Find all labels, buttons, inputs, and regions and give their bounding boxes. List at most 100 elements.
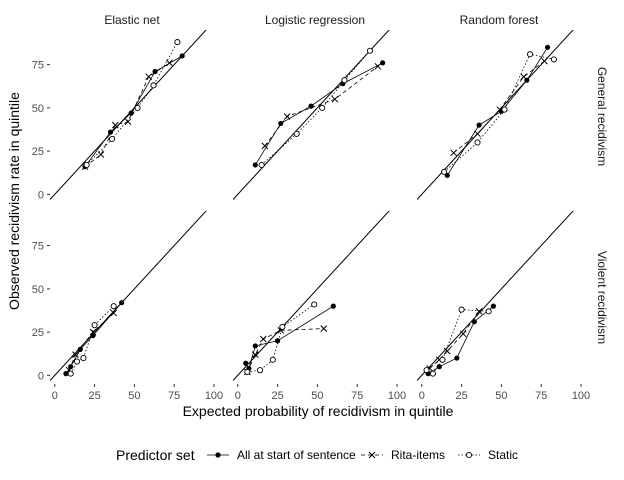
x-tick-label: 25: [271, 390, 283, 402]
data-point-static: [110, 303, 117, 310]
data-point-rita-items: [124, 118, 132, 126]
series-line-all-at-start-of-sentence: [427, 305, 494, 374]
data-point-static: [67, 370, 74, 377]
data-point-static: [441, 168, 448, 175]
data-point-static: [293, 130, 300, 137]
data-point-static: [474, 139, 481, 146]
legend-key-marker: [368, 451, 376, 459]
x-tick-label: 100: [388, 390, 406, 402]
data-point-all-at-start-of-sentence: [471, 319, 477, 325]
data-point-static: [83, 161, 90, 168]
data-point-static: [257, 367, 264, 374]
y-axis-title: Observed recidivism rate in quintile: [6, 92, 22, 310]
data-point-rita-items: [251, 351, 259, 358]
series-line-rita-items: [264, 65, 379, 147]
data-point-all-at-start-of-sentence: [68, 364, 74, 370]
strip-label-general-recidivism: General recidivism: [595, 67, 609, 166]
data-point-static: [80, 354, 87, 362]
panel-elastic-net-violent-recidivism: 0 25 50 75 0 25 50 75 100: [32, 211, 223, 402]
series-line-all-at-start-of-sentence: [254, 62, 383, 166]
data-point-all-at-start-of-sentence: [107, 129, 114, 135]
data-point-rita-items: [331, 95, 339, 103]
data-point-rita-items: [474, 130, 481, 138]
y-tick-label: 25: [32, 327, 44, 339]
data-point-static: [439, 356, 446, 363]
panel-logistic-regression-violent-recidivism: 0 25 50 75 100: [233, 211, 406, 402]
panel-random-forest-violent-recidivism: 0 25 50 75 100: [417, 211, 590, 402]
data-point-static: [134, 104, 141, 111]
series-line-rita-items: [84, 62, 170, 168]
y-tick-label: 50: [32, 284, 44, 296]
data-point-static: [341, 77, 348, 84]
data-point-all-at-start-of-sentence: [476, 122, 482, 128]
data-point-rita-items: [520, 73, 528, 81]
data-point-rita-items: [259, 335, 267, 343]
data-point-static: [501, 106, 508, 113]
data-point-rita-items: [541, 57, 548, 65]
y-tick-label: 75: [32, 241, 44, 253]
data-point-static: [319, 104, 326, 111]
data-point-static: [244, 368, 251, 375]
data-point-rita-items: [374, 62, 382, 70]
data-point-rita-items: [320, 325, 328, 332]
data-point-all-at-start-of-sentence: [243, 360, 249, 366]
data-point-static: [526, 51, 534, 58]
data-point-rita-items: [475, 307, 483, 315]
data-point-static: [485, 308, 492, 315]
data-point-all-at-start-of-sentence: [308, 103, 314, 109]
data-point-all-at-start-of-sentence: [380, 60, 386, 66]
legend-entries: All at start of sentence Rita-items Static: [207, 448, 518, 462]
data-point-all-at-start-of-sentence: [544, 44, 551, 50]
series-line-static: [426, 309, 489, 375]
data-point-static: [279, 323, 286, 330]
strip-label-violent-recidivism: Violent recidivism: [595, 251, 609, 344]
legend: Predictor set All at start of sentence Ri…: [116, 447, 518, 463]
series-line-rita-items: [246, 328, 324, 373]
series-line-all-at-start-of-sentence: [84, 55, 183, 167]
data-point-rita-items: [145, 73, 153, 81]
reference-line-y-equals-x: [233, 211, 390, 381]
data-point-rita-items: [166, 59, 173, 67]
strip-label-random-forest: Random forest: [460, 13, 539, 27]
data-point-rita-items: [459, 330, 467, 338]
data-point-static: [91, 322, 98, 329]
reference-line-y-equals-x: [233, 30, 390, 200]
data-point-all-at-start-of-sentence: [77, 346, 83, 352]
y-tick-label: 0: [38, 189, 44, 201]
data-point-rita-items: [450, 149, 457, 157]
data-point-static: [74, 358, 81, 365]
data-point-static: [423, 367, 430, 374]
legend-label: Static: [488, 448, 518, 462]
x-tick-label: 75: [535, 390, 547, 402]
data-point-all-at-start-of-sentence: [179, 53, 185, 59]
y-tick-label: 50: [32, 103, 44, 115]
series-line-static: [247, 304, 315, 373]
data-point-static: [366, 47, 373, 54]
data-point-all-at-start-of-sentence: [90, 332, 96, 339]
x-tick-label: 50: [311, 390, 323, 402]
x-tick-label: 50: [495, 390, 507, 402]
data-point-static: [174, 39, 181, 46]
data-point-all-at-start-of-sentence: [454, 355, 460, 361]
reference-line-y-equals-x: [417, 211, 574, 381]
y-tick-label: 0: [38, 370, 44, 382]
x-tick-label: 0: [52, 390, 58, 402]
data-point-rita-items: [443, 347, 451, 355]
data-point-all-at-start-of-sentence: [252, 162, 258, 168]
x-tick-label: 100: [205, 390, 223, 402]
data-point-all-at-start-of-sentence: [436, 364, 442, 370]
data-point-rita-items: [110, 309, 118, 317]
panels-layer: Elastic net Logistic regression Random for…: [32, 13, 609, 402]
data-point-static: [269, 356, 276, 363]
data-point-rita-items: [89, 328, 97, 336]
data-point-static: [429, 370, 436, 377]
data-point-all-at-start-of-sentence: [128, 110, 134, 116]
series-line-rita-items: [453, 60, 545, 154]
data-point-all-at-start-of-sentence: [330, 303, 336, 309]
series-line-rita-items: [68, 312, 114, 371]
data-point-static: [258, 161, 265, 168]
legend-entry-static: Static: [458, 448, 518, 462]
series-line-all-at-start-of-sentence: [245, 305, 334, 370]
reference-line-y-equals-x: [50, 30, 207, 200]
